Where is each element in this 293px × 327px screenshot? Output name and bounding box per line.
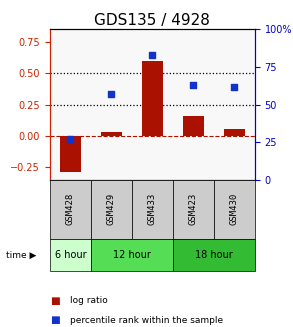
Bar	[142, 61, 163, 136]
Text: ■: ■	[50, 296, 59, 306]
Text: GSM430: GSM430	[230, 193, 239, 225]
Bar	[132, 180, 173, 239]
Text: GSM429: GSM429	[107, 193, 116, 225]
Title: GDS135 / 4928: GDS135 / 4928	[94, 13, 210, 28]
Bar	[173, 239, 255, 271]
Bar	[91, 180, 132, 239]
Bar	[224, 129, 245, 136]
Text: 18 hour: 18 hour	[195, 250, 233, 260]
Point	[150, 52, 155, 58]
Text: 6 hour: 6 hour	[54, 250, 86, 260]
Bar	[50, 239, 91, 271]
Text: GSM433: GSM433	[148, 193, 157, 225]
Bar	[101, 132, 122, 136]
Text: GSM423: GSM423	[189, 193, 198, 225]
Bar	[173, 180, 214, 239]
Text: 12 hour: 12 hour	[113, 250, 151, 260]
Point	[232, 84, 237, 89]
Bar	[50, 180, 91, 239]
Point	[109, 92, 114, 97]
Point	[191, 82, 196, 88]
Bar	[214, 180, 255, 239]
Text: percentile rank within the sample: percentile rank within the sample	[70, 316, 224, 325]
Bar	[91, 239, 173, 271]
Bar	[60, 136, 81, 172]
Point	[68, 137, 73, 142]
Bar	[183, 116, 204, 136]
Text: GSM428: GSM428	[66, 193, 75, 225]
Text: log ratio: log ratio	[70, 296, 108, 305]
Text: time ▶: time ▶	[6, 250, 36, 260]
Text: ■: ■	[50, 316, 59, 325]
